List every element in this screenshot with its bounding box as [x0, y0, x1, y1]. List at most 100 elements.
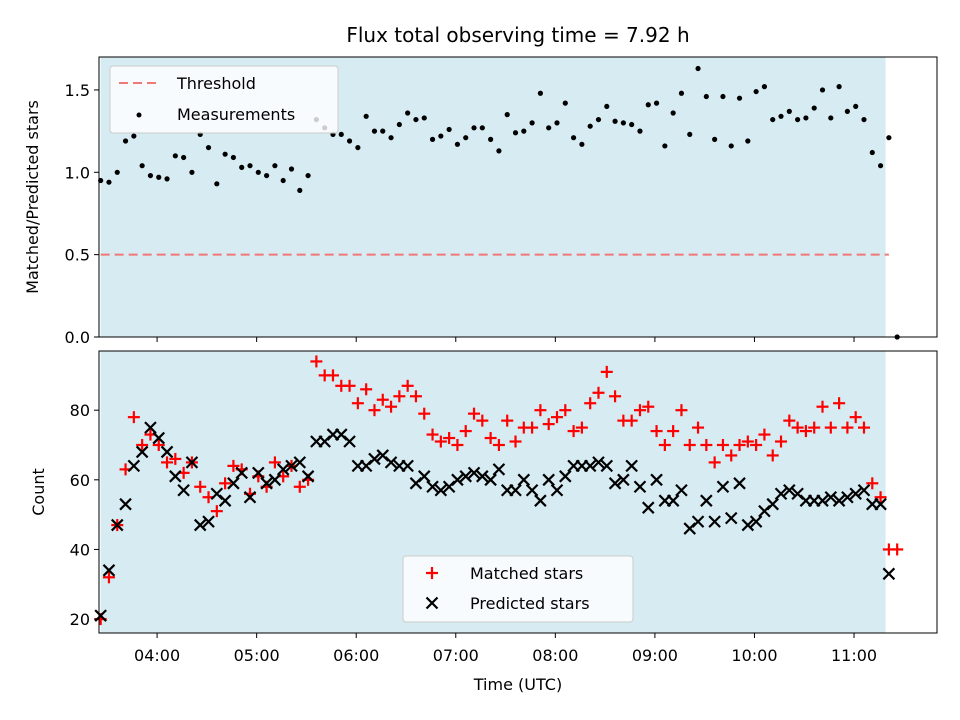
predicted-star-point	[202, 515, 215, 528]
matched-star-point	[326, 369, 339, 382]
measurement-point	[413, 116, 419, 123]
measurement-point	[363, 113, 369, 119]
bottom-panel: 20 40 60 80 04:00 05:00 06:00 07:00 08:00 09:00 1…	[29, 350, 938, 694]
matched-star-point	[567, 425, 580, 438]
measurement-point	[239, 164, 245, 170]
legend-predicted-marker	[425, 596, 439, 610]
predicted-star-point	[252, 466, 265, 480]
x-tick-label: 08:00	[532, 646, 578, 665]
predicted-star-point	[193, 518, 207, 532]
predicted-star-point	[434, 483, 448, 497]
legend-threshold-label: Threshold	[176, 74, 256, 93]
measurement-point	[371, 128, 378, 134]
predicted-star-point	[857, 483, 871, 497]
predicted-star-point	[550, 483, 564, 497]
matched-star-point	[741, 435, 754, 448]
measurement-point	[736, 95, 743, 101]
measurement-point	[595, 116, 602, 123]
matched-star-point	[526, 421, 539, 434]
top-y-tick-label: 0.0	[65, 328, 90, 347]
matched-star-point	[874, 491, 887, 504]
measurement-point	[346, 138, 353, 144]
matched-star-point	[385, 400, 398, 413]
measurement-point	[106, 179, 112, 185]
matched-star-point	[501, 414, 514, 427]
measurement-point	[264, 172, 270, 179]
bottom-y-tick-label: 60	[70, 471, 90, 490]
matched-star-point	[468, 407, 481, 420]
matched-star-point	[758, 428, 771, 441]
matched-star-point	[268, 456, 281, 469]
measurement-point	[877, 163, 884, 169]
predicted-star-point	[691, 515, 705, 528]
measurement-point	[380, 128, 386, 134]
predicted-star-point	[268, 473, 282, 487]
predicted-star-point	[633, 480, 647, 494]
measurement-point	[405, 110, 411, 116]
predicted-star-point	[160, 445, 174, 459]
matched-star-point	[401, 379, 414, 392]
matched-star-point	[492, 439, 505, 451]
measurement-point	[355, 144, 361, 151]
predicted-star-point	[110, 518, 124, 532]
predicted-star-point	[401, 459, 414, 473]
predicted-star-point	[600, 459, 614, 473]
predicted-star-point	[368, 452, 381, 466]
measurement-point	[280, 177, 286, 184]
predicted-star-point	[218, 494, 232, 507]
measurement-point	[164, 176, 170, 182]
predicted-star-point	[816, 494, 829, 507]
measurement-point	[770, 116, 776, 123]
measurement-point	[886, 135, 892, 141]
matched-star-point	[559, 404, 572, 417]
legend-measurements-swatch	[136, 112, 142, 118]
measurement-point	[803, 115, 809, 121]
bottom-axes-frame	[98, 350, 938, 634]
predicted-star-point	[451, 473, 464, 487]
predicted-star-point	[824, 490, 838, 504]
measurement-point	[512, 130, 519, 136]
matched-star-point	[584, 397, 597, 410]
measurement-point	[670, 110, 676, 116]
matched-star-point	[476, 414, 489, 427]
predicted-star-point	[235, 466, 248, 480]
x-tick-label: 07:00	[433, 646, 479, 665]
measurement-point	[604, 103, 610, 110]
matched-star-point	[161, 456, 174, 469]
measurement-point	[662, 143, 668, 149]
matched-star-point	[534, 404, 547, 417]
measurement-point	[745, 138, 751, 144]
top-panel: 0.0 0.5 1.0 1.5 Flux total observing time =…	[23, 23, 938, 347]
measurement-point	[778, 113, 784, 119]
matched-star-point	[675, 404, 688, 417]
measurement-point	[645, 102, 651, 108]
measurement-point	[753, 88, 759, 95]
matched-star-point	[609, 390, 622, 403]
measurement-point	[695, 65, 701, 72]
predicted-star-point	[119, 497, 132, 511]
predicted-star-point	[874, 497, 887, 511]
measurement-point	[471, 125, 477, 131]
predicted-star-point	[675, 483, 688, 497]
matched-star-point	[542, 418, 555, 431]
measurement-point	[703, 93, 709, 100]
measurement-point	[181, 154, 187, 161]
predicted-star-point	[293, 456, 307, 469]
predicted-star-point	[733, 477, 746, 490]
measurement-point	[156, 174, 162, 180]
matched-star-point	[418, 407, 431, 420]
matched-star-point	[650, 425, 663, 438]
matched-star-point	[633, 404, 646, 417]
matched-star-point	[152, 439, 165, 451]
matched-star-point	[625, 414, 638, 427]
predicted-star-point	[700, 494, 713, 507]
measurement-point	[504, 112, 510, 118]
measurement-point	[488, 136, 494, 142]
matched-star-point	[343, 379, 356, 392]
measurement-point	[712, 136, 718, 142]
matched-star-point	[833, 397, 846, 410]
matched-star-point	[775, 435, 788, 448]
bottom-x-axis: 04:00 05:00 06:00 07:00 08:00 09:00 10:00 11:00	[134, 633, 877, 665]
matched-star-point	[351, 397, 364, 410]
